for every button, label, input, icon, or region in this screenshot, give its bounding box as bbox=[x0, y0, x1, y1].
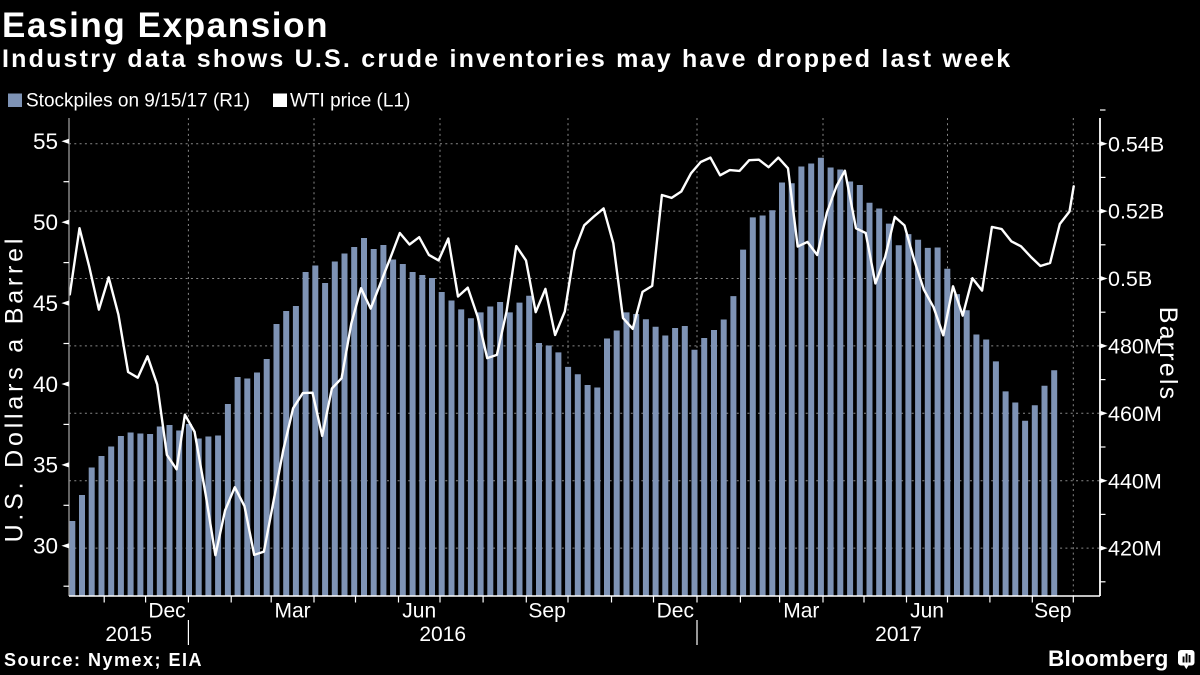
svg-text:55: 55 bbox=[33, 129, 58, 154]
svg-text:0.52B: 0.52B bbox=[1108, 200, 1164, 224]
svg-text:WTI price (L1): WTI price (L1) bbox=[290, 91, 410, 112]
svg-text:Mar: Mar bbox=[275, 600, 311, 623]
svg-text:Sep: Sep bbox=[1034, 600, 1071, 623]
svg-text:2015: 2015 bbox=[105, 623, 152, 646]
svg-text:Dec: Dec bbox=[657, 600, 694, 623]
svg-text:Industry data shows U.S. crude: Industry data shows U.S. crude inventori… bbox=[2, 45, 1012, 73]
svg-text:0.54B: 0.54B bbox=[1108, 132, 1164, 156]
svg-text:30: 30 bbox=[33, 534, 58, 559]
svg-text:460M: 460M bbox=[1108, 402, 1162, 426]
svg-text:Source: Nymex; EIA: Source: Nymex; EIA bbox=[4, 650, 203, 670]
svg-text:Stockpiles on 9/15/17 (R1): Stockpiles on 9/15/17 (R1) bbox=[26, 91, 250, 112]
svg-text:40: 40 bbox=[33, 372, 58, 397]
svg-text:Dec: Dec bbox=[148, 600, 185, 623]
svg-text:50: 50 bbox=[33, 210, 58, 235]
svg-text:Bloomberg: Bloomberg bbox=[1048, 646, 1169, 671]
svg-text:Easing Expansion: Easing Expansion bbox=[2, 6, 329, 45]
svg-text:Jun: Jun bbox=[910, 600, 944, 623]
svg-text:440M: 440M bbox=[1108, 469, 1162, 493]
svg-text:35: 35 bbox=[33, 453, 58, 478]
svg-text:Sep: Sep bbox=[528, 600, 565, 623]
svg-text:Mar: Mar bbox=[783, 600, 819, 623]
svg-text:480M: 480M bbox=[1108, 335, 1162, 359]
svg-text:420M: 420M bbox=[1108, 537, 1162, 561]
svg-text:Jun: Jun bbox=[402, 600, 436, 623]
svg-text:Barrels: Barrels bbox=[1154, 307, 1182, 402]
svg-text:2017: 2017 bbox=[875, 623, 922, 646]
svg-text:U.S. Dollars a Barrel: U.S. Dollars a Barrel bbox=[1, 235, 29, 543]
svg-text:45: 45 bbox=[33, 291, 58, 316]
svg-text:0.5B: 0.5B bbox=[1108, 267, 1152, 291]
svg-text:2016: 2016 bbox=[419, 623, 466, 646]
